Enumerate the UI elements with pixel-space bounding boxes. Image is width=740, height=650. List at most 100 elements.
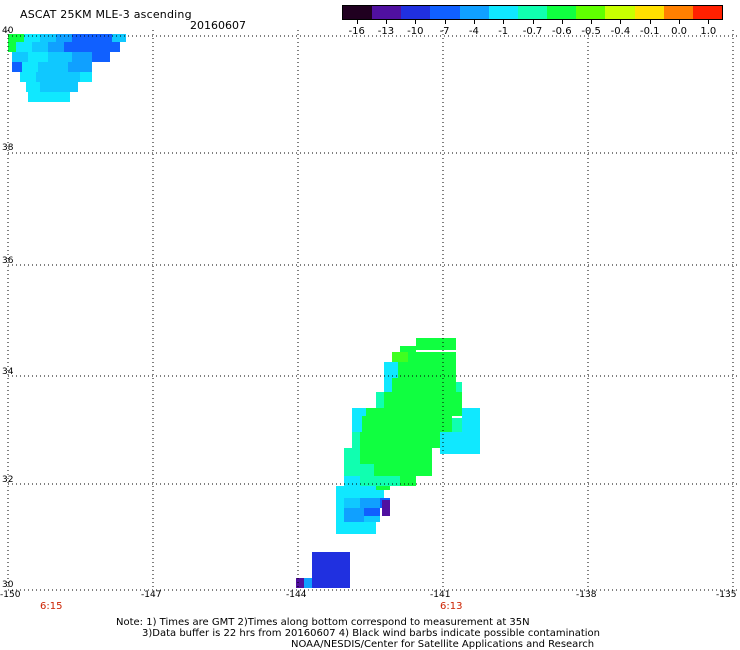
color-bar-swatch: [343, 6, 373, 19]
color-bar-tick: [473, 20, 475, 24]
swath-pixel: [88, 34, 112, 42]
swath-pixel: [12, 52, 28, 62]
color-bar-swatch: [692, 6, 723, 19]
swath-pixel: [40, 82, 78, 92]
swath-pixel: [374, 464, 432, 476]
color-bar: [342, 5, 723, 20]
swath-pixel: [32, 42, 48, 52]
color-bar-tick: [415, 20, 417, 24]
color-bar-label: -13: [377, 26, 395, 37]
swath-pixel: [296, 578, 304, 588]
swath-pixel: [360, 498, 380, 508]
swath-pixel: [312, 552, 350, 566]
swath-pixel: [384, 378, 392, 392]
swath-pixel: [64, 42, 80, 52]
swath-pixel: [360, 448, 432, 464]
swath-pixel: [336, 522, 376, 534]
lat-label-38: 38: [2, 143, 14, 153]
swath-pixel: [352, 432, 360, 448]
swath-pixel: [344, 476, 360, 486]
lon-label-141: -141: [430, 590, 451, 600]
swath-pixel: [440, 432, 480, 448]
swath-pixel: [72, 34, 88, 42]
color-bar-tick: [591, 20, 593, 24]
color-bar-label: -1: [498, 26, 509, 37]
color-bar-swatch: [488, 6, 518, 19]
swath-pixel: [452, 418, 462, 432]
swath-pixel: [336, 508, 344, 522]
swath-pixel: [398, 362, 456, 378]
color-bar-label: -0.6: [552, 26, 572, 37]
swath-pixel: [38, 62, 68, 72]
graticule: [7, 30, 740, 591]
swath-pixel: [36, 72, 80, 82]
swath-pixel: [112, 34, 126, 42]
color-bar-tick: [679, 20, 681, 24]
swath-pixel: [24, 34, 40, 42]
swath-pixel: [12, 62, 22, 72]
color-bar-label: -0.1: [639, 26, 660, 37]
color-bar-label: 1.0: [700, 26, 717, 37]
swath-pixel: [360, 432, 440, 448]
swath-pixel: [304, 578, 312, 588]
swath-pixel: [462, 418, 480, 432]
swath-pixel: [344, 508, 364, 522]
swath-pixel: [40, 34, 56, 42]
swath-pixel: [352, 416, 362, 432]
swath-pixel: [312, 578, 350, 588]
lat-label-40: 40: [2, 26, 14, 36]
swath-pixel: [364, 508, 380, 516]
color-bar-swatch: [576, 6, 606, 19]
color-bar-swatch: [372, 6, 402, 19]
color-bar-tick: [649, 20, 651, 24]
color-bar-swatch: [517, 6, 548, 19]
color-bar-swatch: [634, 6, 664, 19]
swath-pixel: [360, 476, 400, 486]
color-bar-tick: [444, 20, 446, 24]
data-swath: [8, 34, 480, 588]
swath-pixel: [400, 476, 416, 486]
lon-label-150: -150: [0, 590, 21, 600]
swath-pixel: [440, 448, 480, 454]
swath-pixel: [8, 42, 16, 52]
color-bar-tick: [561, 20, 563, 24]
note-line-2: 3)Data buffer is 22 hrs from 20160607 4)…: [142, 628, 600, 639]
swath-pixel: [312, 566, 350, 578]
swath-pixel: [344, 464, 374, 476]
swath-pixel: [26, 82, 40, 92]
color-bar-tick: [532, 20, 534, 24]
swath-pixel: [28, 92, 70, 102]
time-label-615: 6:15: [40, 601, 63, 612]
swath-pixel: [56, 34, 72, 42]
color-bar-label: -0.7: [522, 26, 543, 37]
time-label-613: 6:13: [440, 601, 463, 612]
swath-pixel: [462, 408, 480, 418]
color-bar-tick: [385, 20, 387, 24]
color-bar-swatch: [430, 6, 460, 19]
note-line-1: Note: 1) Times are GMT 2)Times along bot…: [116, 617, 530, 628]
swath-pixel: [16, 42, 32, 52]
swath-pixel: [456, 382, 462, 394]
lon-label-147: -147: [141, 590, 162, 600]
lon-label-144: -144: [286, 590, 307, 600]
color-bar-swatch: [459, 6, 489, 19]
swath-pixel: [376, 392, 384, 408]
color-bar-label: -10: [407, 26, 424, 37]
swath-pixel: [384, 362, 398, 378]
swath-pixel: [344, 498, 360, 508]
swath-pixel: [362, 416, 452, 432]
swath-pixel: [416, 338, 456, 350]
swath-pixel: [22, 62, 38, 72]
swath-pixel: [20, 72, 36, 82]
swath-pixel: [382, 500, 390, 516]
swath-pixel: [92, 52, 110, 62]
plot-date: 20160607: [190, 19, 246, 32]
color-bar-label: 0.0: [671, 26, 687, 37]
swath-pixel: [48, 52, 72, 62]
lon-label-138: -138: [576, 590, 597, 600]
swath-pixel: [80, 42, 120, 52]
plot-title: ASCAT 25KM MLE-3 ascending: [20, 8, 192, 21]
swath-pixel: [28, 52, 48, 62]
swath-pixel: [72, 52, 92, 62]
